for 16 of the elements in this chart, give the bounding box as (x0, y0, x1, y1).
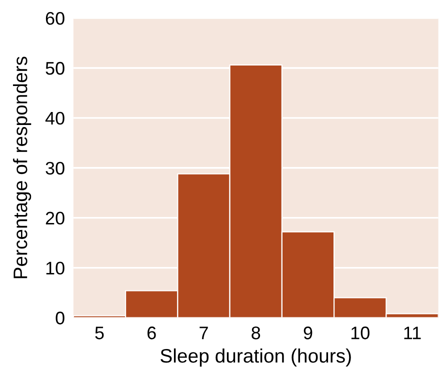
x-tick-label: 8 (252, 326, 260, 340)
x-tick-label: 6 (148, 326, 156, 340)
x-tick-label: 10 (351, 326, 370, 340)
y-tick-label: 60 (46, 12, 64, 25)
x-tick-label: 11 (404, 326, 421, 340)
x-tick-label: 9 (304, 326, 312, 340)
y-tick-label: 40 (45, 112, 64, 125)
x-tick-label: 5 (95, 326, 104, 340)
y-axis-title: Percentage of responders (12, 56, 32, 278)
x-axis-title: Sleep duration (hours) (160, 348, 351, 367)
y-tick-label: 30 (46, 162, 64, 175)
y-tick-label: 0 (56, 312, 64, 324)
y-tick-label: 50 (46, 62, 64, 75)
y-tick-label: 20 (46, 212, 64, 225)
y-tick-label: 10 (46, 262, 64, 274)
x-tick-label: 7 (200, 326, 208, 340)
